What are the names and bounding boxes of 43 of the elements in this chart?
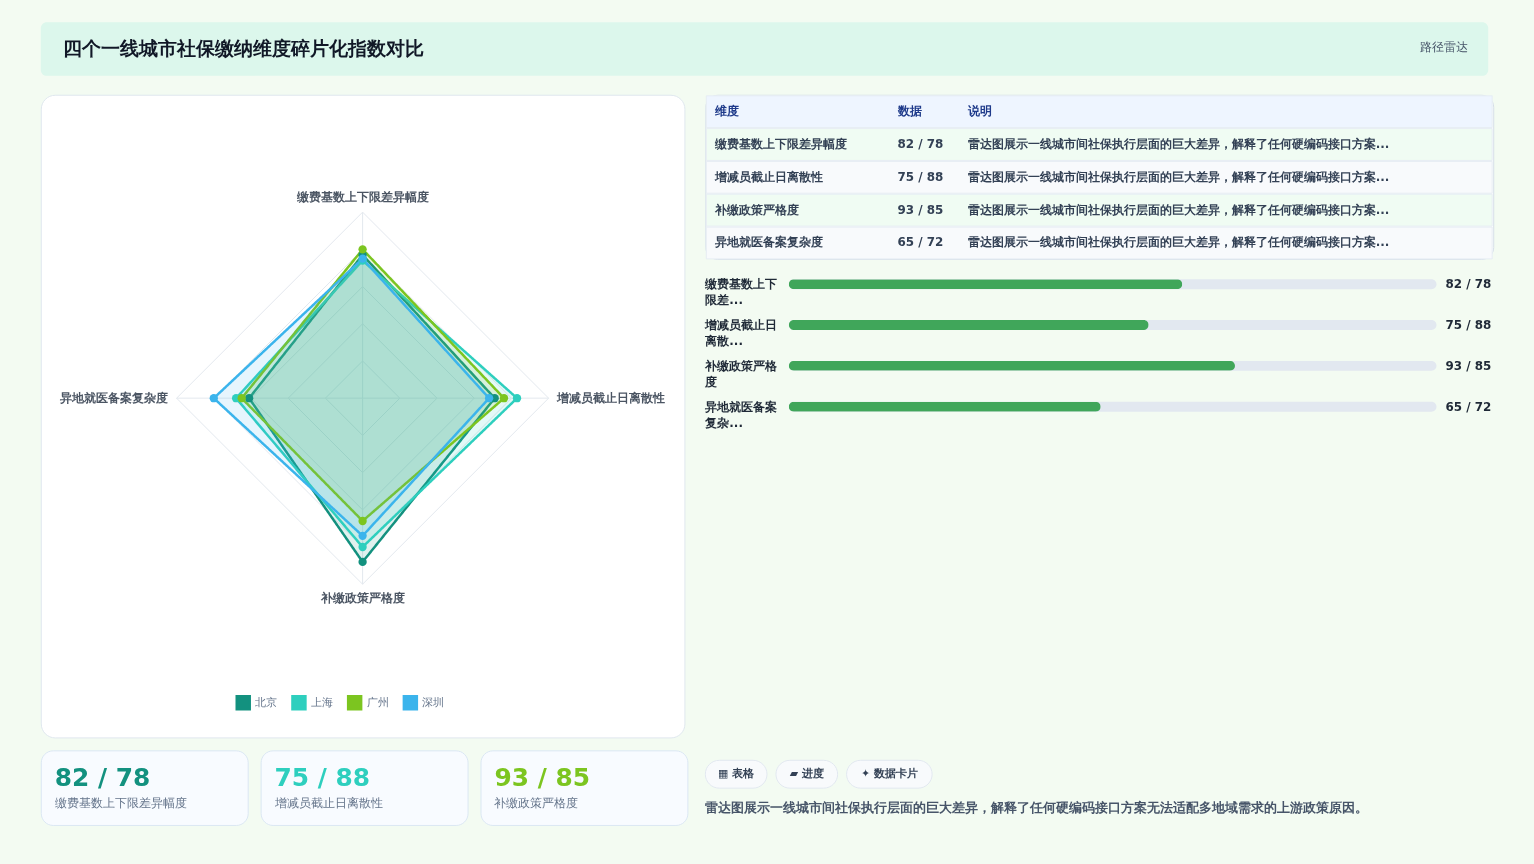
text: 75 / 88	[274, 763, 371, 793]
data-label: 82 / 78	[1445, 277, 1492, 292]
legend-label: 上海	[310, 695, 333, 709]
text: 82 / 78	[54, 763, 151, 793]
y-tick-label: 增减员截止日离散...	[704, 318, 778, 348]
spoke-label: 异地就医备案复杂度	[59, 391, 169, 406]
legend-label: 北京	[255, 695, 278, 709]
text: 缴费基数上下限差异幅度	[714, 136, 847, 151]
category-label: ▰ 进度	[789, 767, 824, 781]
text: 增减员截止日离散性	[714, 169, 823, 184]
text: 补缴政策严格度	[714, 202, 799, 217]
text: 异地就医备案复杂度	[714, 235, 823, 250]
text: 75 / 88	[897, 169, 944, 184]
text: 雷达图展示一线城市间社保执行层面的巨大差异，解释了任何硬编码接口方案...	[967, 136, 1390, 151]
text: 93 / 85	[897, 202, 944, 217]
category-label: 增减员截止日离散性	[273, 796, 383, 811]
category-label: ✦ 数据卡片	[860, 767, 918, 781]
text: 65 / 72	[897, 235, 944, 250]
spoke-label: 补缴政策严格度	[319, 590, 405, 605]
legend-label: 深圳	[422, 695, 445, 709]
text: 雷达图展示一线城市间社保执行层面的巨大差异，解释了任何硬编码接口方案...	[967, 235, 1390, 250]
data-label: 93 / 85	[1445, 358, 1492, 373]
category-label: 补缴政策严格度	[494, 796, 579, 811]
text: 93 / 85	[494, 763, 590, 793]
category-label: 缴费基数上下限差异幅度	[54, 796, 187, 811]
text: 雷达图展示一线城市间社保执行层面的巨大差异，解释了任何硬编码接口方案...	[967, 169, 1390, 184]
data-label: 75 / 88	[1445, 318, 1492, 333]
legend-label: 广州	[366, 695, 389, 709]
text: 雷达图展示一线城市间社保执行层面的巨大差异，解释了任何硬编码接口方案无法适配多地域需求的上游政策原因。	[705, 800, 1369, 816]
data-label: 65 / 72	[1445, 399, 1492, 414]
y-tick-label: 补缴政策严格度	[704, 358, 779, 389]
y-tick-label: 缴费基数上下限差...	[704, 277, 778, 308]
text: 雷达图展示一线城市间社保执行层面的巨大差异，解释了任何硬编码接口方案...	[967, 202, 1390, 217]
category-label: 数据	[896, 104, 922, 119]
text: 四个一线城市社保缴纳维度碎片化指数对比	[62, 36, 424, 59]
category-label: ▦ 表格	[718, 767, 756, 781]
spoke-label: 缴费基数上下限差异幅度	[295, 189, 429, 204]
category-label: 维度	[713, 104, 739, 119]
text: 82 / 78	[897, 136, 944, 151]
spoke-label: 增减员截止日离散性	[556, 391, 666, 406]
y-tick-label: 异地就医备案复杂...	[704, 399, 778, 430]
category-label: 说明	[966, 104, 992, 119]
text: 路径雷达	[1420, 40, 1469, 54]
